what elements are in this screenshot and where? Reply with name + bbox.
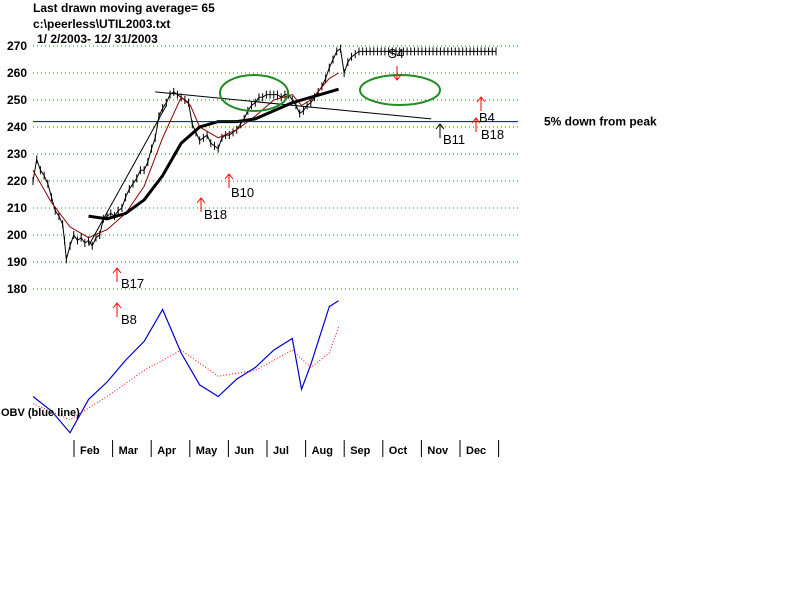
y-tick-label: 220 <box>7 174 27 188</box>
month-label: May <box>196 445 218 457</box>
price-line <box>32 47 496 260</box>
signal-label-b18: B18 <box>204 207 227 222</box>
signal-label-b17: B17 <box>121 276 144 291</box>
signal-arrowhead <box>112 302 122 309</box>
month-label: Oct <box>389 445 408 457</box>
chart-header-file: c:\peerless\UTIL2003.txt <box>33 17 171 31</box>
month-label: Apr <box>157 445 177 457</box>
highlight-circle <box>219 74 289 112</box>
signal-label-b18: B18 <box>481 127 504 142</box>
obv-label: OBV (blue line) <box>1 407 80 419</box>
y-tick-label: 210 <box>7 201 27 215</box>
chart-header-title: Last drawn moving average= 65 <box>33 1 215 15</box>
obv-line <box>32 300 339 434</box>
signal-arrowhead <box>392 74 402 81</box>
y-tick-label: 230 <box>7 147 27 161</box>
y-tick-label: 180 <box>7 282 27 296</box>
obv-moving-average <box>32 326 340 421</box>
trend-line <box>88 105 167 247</box>
signal-label-b8: B8 <box>121 312 137 327</box>
highlight-circle <box>359 74 441 106</box>
y-tick-label: 200 <box>7 228 27 242</box>
signal-arrowhead <box>112 267 122 274</box>
month-label: Feb <box>80 445 100 457</box>
y-tick-label: 270 <box>7 39 27 53</box>
y-tick-label: 260 <box>7 66 27 80</box>
y-tick-label: 250 <box>7 93 27 107</box>
trend-line <box>155 91 432 120</box>
signal-label-b10: B10 <box>231 185 254 200</box>
month-label: Jun <box>234 445 254 457</box>
y-tick-label: 240 <box>7 120 27 134</box>
month-label: Nov <box>427 445 449 457</box>
chart-header-daterange: 1/ 2/2003- 12/ 31/2003 <box>37 32 158 46</box>
signal-label-b4: B4 <box>479 110 495 125</box>
month-label: Dec <box>466 445 486 457</box>
month-label: Aug <box>312 445 333 457</box>
signal-arrowhead <box>471 117 481 124</box>
signal-arrowhead <box>476 96 486 103</box>
signal-label-s4: S4 <box>388 46 404 61</box>
signal-arrowhead <box>224 173 234 180</box>
signal-arrowhead <box>435 123 445 130</box>
month-label: Mar <box>119 445 139 457</box>
month-label: Sep <box>350 445 370 457</box>
signal-label-b11: B11 <box>443 132 465 147</box>
peak-reference-label: 5% down from peak <box>544 115 657 129</box>
y-tick-label: 190 <box>7 255 27 269</box>
signal-arrowhead <box>196 197 206 204</box>
month-label: Jul <box>273 445 289 457</box>
